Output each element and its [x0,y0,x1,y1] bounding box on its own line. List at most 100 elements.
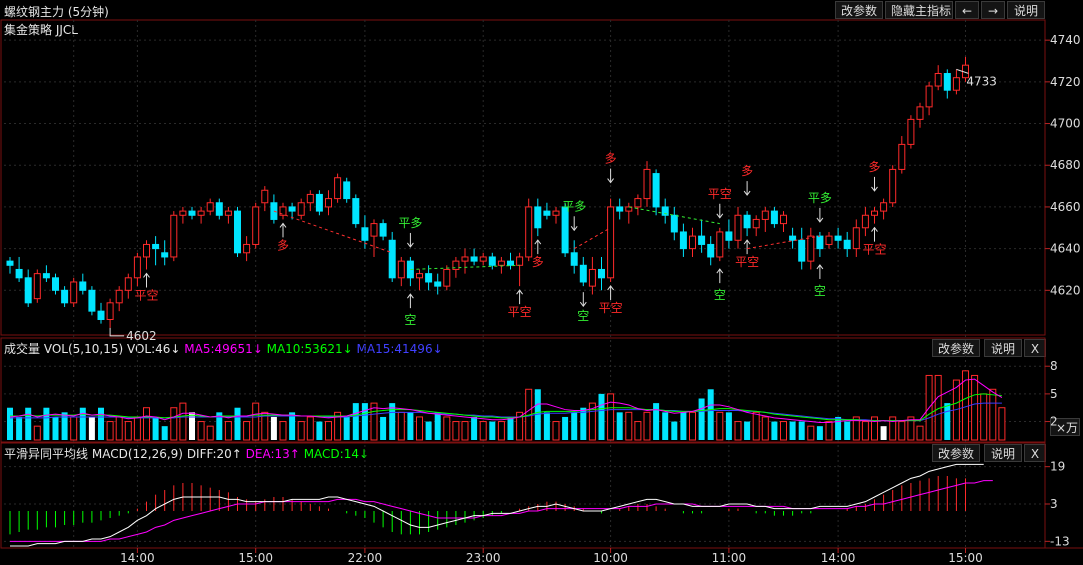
candle [625,206,633,212]
candle [552,210,560,216]
volume-bar [161,426,168,440]
volume-bar [634,421,642,441]
volume-bar [761,416,769,441]
vol-ma10: MA10:53621↓ [266,342,353,356]
volume-help-button[interactable]: 说明 [984,339,1022,357]
signal-arrow-head [871,226,878,232]
volume-bar [552,421,560,441]
candle [871,210,878,216]
candle [88,289,96,312]
volume-bar [370,402,378,441]
high-marker [956,68,969,74]
candle [579,264,587,283]
prev-arrow-button[interactable]: ← [955,1,979,19]
macd-indicator: MACD(12,26,9) [91,447,183,461]
volume-bar [497,421,505,441]
candle [734,214,742,241]
candle [643,168,651,200]
vol-value: VOL:46↓ [126,342,181,356]
high-label: 4733 [966,74,997,88]
volume-bar [752,411,760,441]
candle [825,235,833,245]
volume-bar [516,411,524,441]
candle [188,210,196,216]
volume-bar [880,426,887,440]
signal-arrow-head [607,285,614,291]
hide-main-indicator-button[interactable]: 隐藏主指标 [885,1,953,19]
volume-bar [189,412,195,440]
time-tick-label: 22:00 [348,551,383,565]
candle [561,206,569,254]
modify-params-button[interactable]: 改参数 [835,1,883,19]
vol-ma5: MA5:49651↓ [184,342,263,356]
time-tick-label: 14:00 [120,551,155,565]
volume-bar [434,412,441,440]
candle [543,210,551,216]
candle [670,214,678,233]
candle [852,227,860,250]
volume-bar [653,403,660,440]
candle [516,256,524,266]
volume-bar [79,407,86,440]
candle [588,268,596,287]
candle [79,281,87,291]
signal-label: 平空 [508,305,532,319]
next-arrow-button[interactable]: → [981,1,1005,19]
candle [534,206,542,229]
candle [452,260,460,270]
volume-close-button[interactable]: X [1024,339,1046,357]
signal-label: 平多 [808,191,832,205]
signal-arrow-head [716,213,724,219]
macd-legend: 平滑异同平均线 MACD(12,26,9) DIFF:20↑ DEA:13↑ M… [4,445,369,462]
volume-bar [88,416,95,440]
candle [388,239,396,279]
macd-dea: DEA:13↑ [245,447,300,461]
candle [834,235,842,241]
macd-modify-params-button[interactable]: 改参数 [932,444,980,462]
signal-label: 多 [532,255,544,269]
candle [798,239,806,262]
volume-bar [316,421,323,440]
signal-label: 空 [404,313,416,327]
volume-bar [944,403,951,440]
volume-bar [889,416,897,441]
volume-bar [952,379,960,441]
volume-modify-params-button[interactable]: 改参数 [932,339,980,357]
signal-arrow-head [407,242,414,248]
trend-connector [573,227,611,250]
candle [170,214,178,258]
candle [507,260,514,266]
volume-bar [689,411,696,441]
strategy-label: 集金策略 JJCL [4,23,78,37]
volume-unit-badge[interactable]: ×万 [1050,418,1080,436]
volume-bar [825,421,833,441]
volume-bar [534,389,541,440]
candle [689,235,696,250]
signal-arrow-head [871,186,878,192]
volume-bar [407,412,414,440]
candle [206,202,214,212]
macd-help-button[interactable]: 说明 [984,444,1022,462]
candle [97,310,105,320]
candle [889,168,897,204]
help-button[interactable]: 说明 [1007,1,1045,19]
volume-bar [780,421,787,441]
volume-bar [43,407,50,440]
signal-label: 空 [714,288,726,302]
candle [306,193,314,204]
volume-bar [397,411,405,441]
candle [106,302,114,320]
volume-bar [643,411,651,441]
volume-bar [580,407,587,440]
volume-bar [989,388,997,441]
candle [379,223,387,237]
volume-bar [124,421,132,441]
macd-close-button[interactable]: X [1024,444,1046,462]
volume-bar [916,425,924,441]
trend-connector [747,235,820,250]
signal-arrow-head [716,268,724,274]
volume-indicator: VOL(5,10,15) [43,342,124,356]
signal-label: 平多 [562,199,586,213]
volume-bar [380,416,387,440]
